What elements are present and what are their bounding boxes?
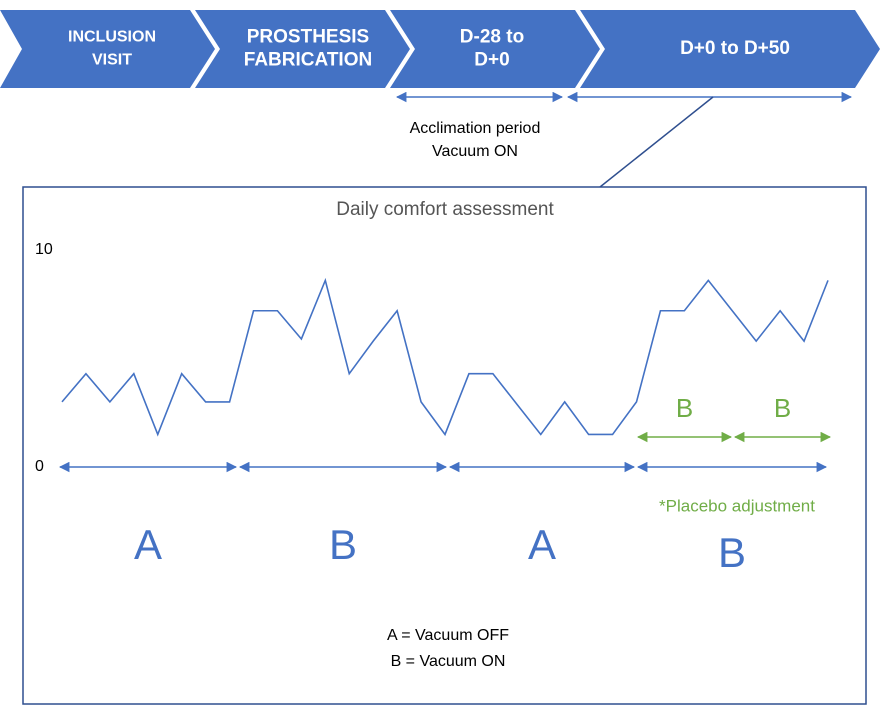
legend-entry: B = Vacuum ON — [391, 653, 506, 670]
chevron — [195, 10, 410, 88]
acclimation-label: Acclimation period — [410, 120, 541, 137]
chart-box — [22, 186, 867, 705]
chevron — [0, 10, 215, 88]
step-label: D+0 — [474, 50, 509, 71]
chevron — [580, 10, 880, 88]
y-tick-label: 0 — [35, 458, 44, 475]
step-label: FABRICATION — [244, 50, 372, 71]
placebo-label: B — [774, 393, 791, 423]
y-tick-label: 10 — [35, 241, 53, 258]
chevron — [390, 10, 600, 88]
placebo-note: *Placebo adjustment — [659, 496, 815, 515]
step-label: INCLUSION — [68, 29, 156, 46]
phase-label: B — [718, 529, 746, 576]
chart-title: Daily comfort assessment — [336, 199, 554, 220]
phase-label: B — [329, 521, 357, 568]
phase-label: A — [528, 521, 556, 568]
timeline — [0, 10, 880, 88]
step-label: VISIT — [92, 52, 132, 69]
step-label: PROSTHESIS — [247, 27, 369, 48]
connector — [599, 96, 714, 188]
step-label: D+0 to D+50 — [680, 38, 790, 59]
comfort-line — [61, 277, 829, 437]
step-label: D-28 to — [460, 27, 524, 48]
phase-label: A — [134, 521, 162, 568]
placebo-label: B — [676, 393, 693, 423]
legend-entry: A = Vacuum OFF — [387, 627, 509, 644]
acclimation-label: Vacuum ON — [432, 143, 518, 160]
